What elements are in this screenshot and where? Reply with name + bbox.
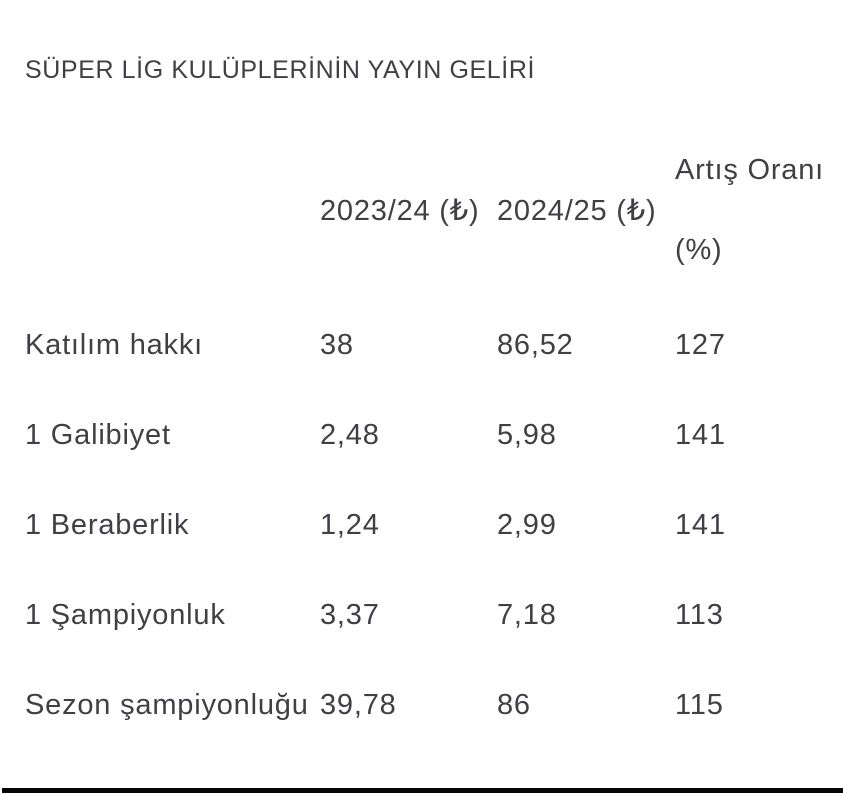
row-label: Katılım hakkı (25, 328, 204, 361)
row-label: 1 Galibiyet (25, 418, 171, 451)
column-header-artis-orani-line2: (%) (675, 234, 723, 266)
cell-artis-orani: 141 (675, 418, 726, 451)
column-header-empty (25, 120, 320, 300)
cell-2024-25: 86,52 (497, 328, 574, 361)
cell-2023-24: 38 (320, 328, 354, 361)
cell-2023-24: 2,48 (320, 418, 380, 451)
cell-2024-25: 2,99 (497, 508, 557, 541)
cell-2023-24: 3,37 (320, 598, 380, 631)
cell-2024-25: 86 (497, 688, 531, 721)
cell-2024-25: 5,98 (497, 418, 557, 451)
column-header-artis-orani-line1: Artış Oranı (675, 154, 824, 186)
cell-2024-25: 7,18 (497, 598, 557, 631)
cell-2023-24: 1,24 (320, 508, 380, 541)
cell-2023-24: 39,78 (320, 688, 397, 721)
bottom-divider-bar (2, 788, 843, 793)
cell-artis-orani: 127 (675, 328, 726, 361)
row-label: 1 Şampiyonluk (25, 598, 226, 631)
revenue-table: 2023/24 (₺) 2024/25 (₺) Artış Oranı (%) … (25, 120, 825, 750)
row-label: 1 Beraberlik (25, 508, 190, 541)
column-header-2023-24: 2023/24 (₺) (320, 194, 480, 227)
page-title: SÜPER LİG KULÜPLERİNİN YAYIN GELİRİ (25, 56, 536, 84)
cell-artis-orani: 115 (675, 688, 724, 721)
cell-artis-orani: 113 (675, 598, 724, 631)
column-header-2024-25: 2024/25 (₺) (497, 194, 657, 227)
column-header-artis-orani: Artış Oranı (%) (675, 120, 825, 300)
row-label: Sezon şampiyonluğu (25, 688, 309, 721)
cell-artis-orani: 141 (675, 508, 726, 541)
